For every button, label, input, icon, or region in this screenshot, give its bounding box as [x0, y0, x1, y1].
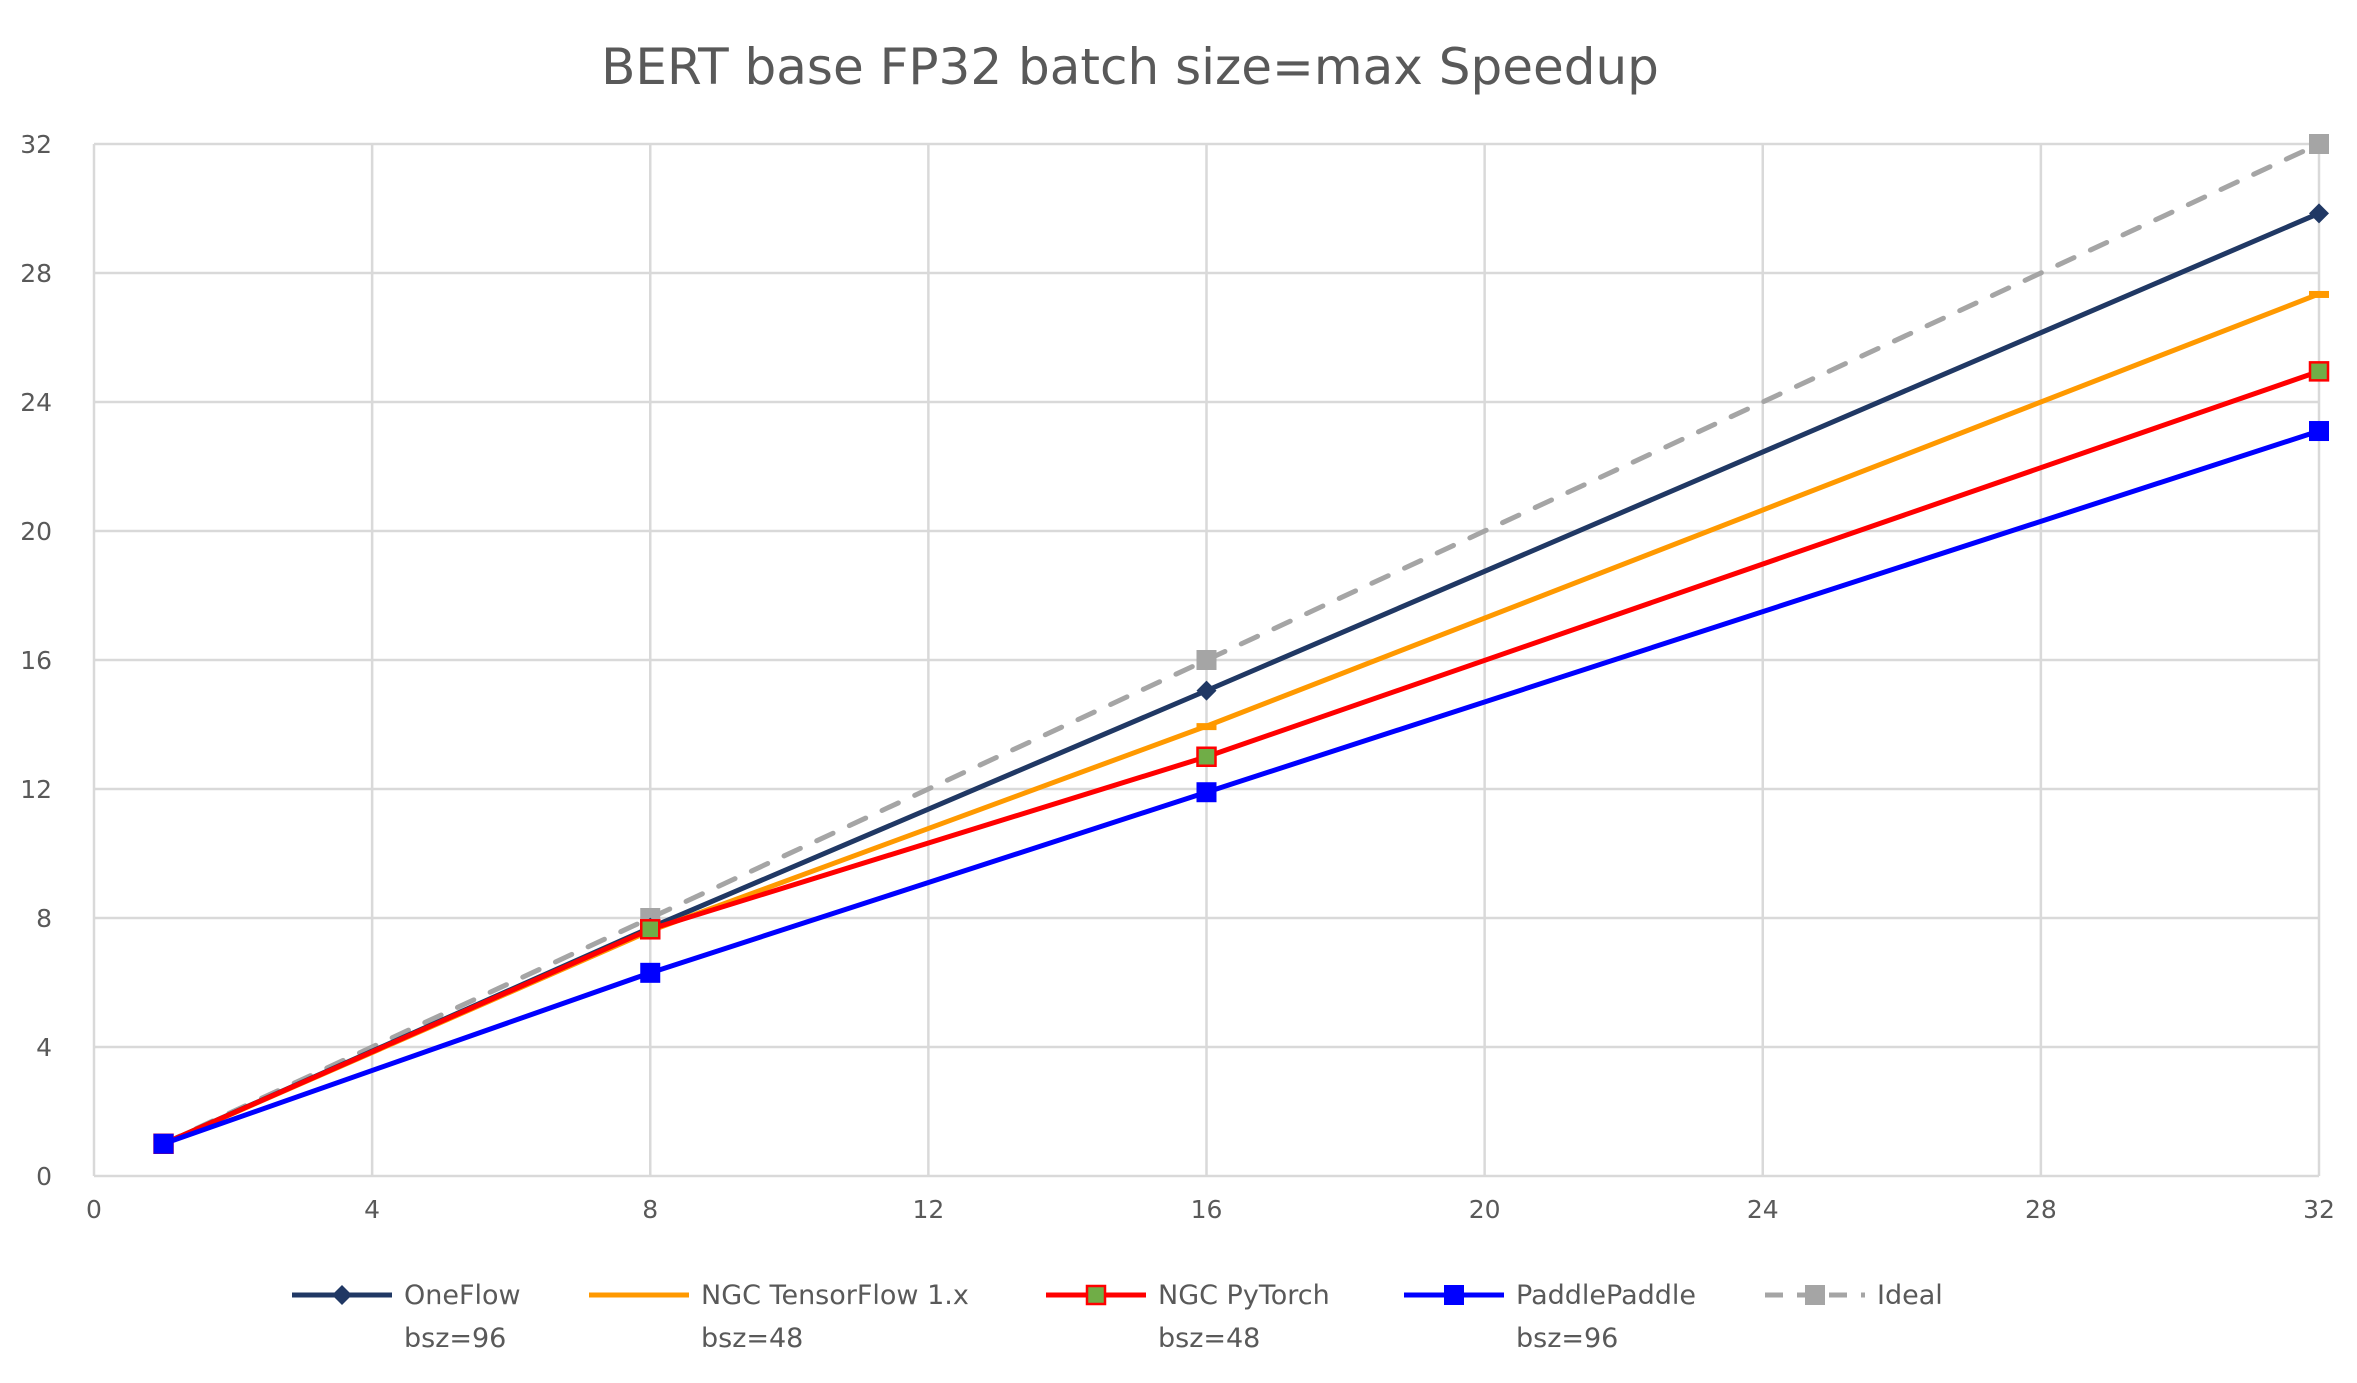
x-tick-label: 24 [1747, 1195, 1779, 1224]
series-line [161, 368, 2322, 1147]
legend-sublabel: bsz=96 [404, 1323, 506, 1354]
data-point-square [1805, 1285, 1825, 1305]
legend-label: NGC TensorFlow 1.x [701, 1280, 969, 1311]
chart-title: BERT base FP32 batch size=max Speedup [601, 38, 1659, 96]
data-point-square [1444, 1285, 1464, 1305]
series-line [161, 428, 2322, 1147]
series-line [161, 291, 2322, 1147]
y-tick-label: 32 [20, 130, 52, 159]
data-point-diamond [1196, 680, 1217, 701]
y-tick-label: 20 [20, 517, 52, 546]
x-tick-label: 0 [86, 1195, 102, 1224]
data-point-square [1196, 746, 1217, 767]
series-oneflow [153, 203, 2329, 1154]
x-tick-label: 28 [2025, 1195, 2057, 1224]
legend-item: PaddlePaddle bsz=96 [1404, 1280, 1696, 1354]
legend-label: Ideal [1877, 1280, 1943, 1311]
legend-sublabel: bsz=48 [701, 1323, 803, 1354]
data-point-square [2309, 134, 2329, 154]
y-axis-ticks: 0 4 8 12 16 20 24 28 32 [20, 130, 52, 1191]
legend-item: Ideal [1765, 1280, 1943, 1311]
legend-sublabel: bsz=96 [1516, 1323, 1618, 1354]
y-tick-label: 24 [20, 388, 52, 417]
data-point-square [1196, 650, 1217, 670]
series-ngc-tensorflow-1-x [153, 290, 2329, 1148]
data-point-dash [1196, 723, 1217, 731]
x-tick-label: 12 [912, 1195, 944, 1224]
data-point-square [2309, 421, 2329, 442]
y-tick-label: 16 [20, 646, 52, 675]
x-tick-label: 32 [2303, 1195, 2335, 1224]
legend-item: OneFlow bsz=96 [292, 1280, 521, 1354]
data-point-square [1196, 782, 1217, 803]
y-tick-label: 0 [36, 1162, 52, 1191]
y-tick-label: 12 [20, 775, 52, 804]
legend-label: PaddlePaddle [1516, 1280, 1696, 1311]
y-tick-label: 4 [36, 1033, 52, 1062]
data-point-square [640, 919, 661, 940]
series-line [161, 141, 2322, 1147]
series-paddlepaddle [153, 421, 2329, 1154]
legend-label: NGC PyTorch [1158, 1280, 1330, 1311]
data-point-diamond [2309, 203, 2329, 224]
x-tick-label: 16 [1191, 1195, 1223, 1224]
data-point-square [640, 962, 661, 983]
x-axis-ticks: 0 4 8 12 16 20 24 28 32 [86, 1195, 2335, 1224]
legend-item: NGC TensorFlow 1.x bsz=48 [589, 1280, 969, 1354]
data-point-square [2308, 361, 2330, 382]
series-layer [153, 134, 2330, 1154]
legend-sublabel: bsz=48 [1158, 1323, 1260, 1354]
legend-item: NGC PyTorch bsz=48 [1046, 1280, 1330, 1354]
x-tick-label: 4 [364, 1195, 380, 1224]
data-point-dash [2309, 290, 2329, 298]
data-point-square [1085, 1284, 1107, 1306]
y-tick-label: 8 [36, 904, 52, 933]
data-point-square [153, 1133, 174, 1154]
legend-label: OneFlow [404, 1280, 521, 1311]
data-point-diamond [332, 1285, 352, 1305]
x-tick-label: 20 [1469, 1195, 1501, 1224]
y-tick-label: 28 [20, 259, 52, 288]
x-tick-label: 8 [642, 1195, 658, 1224]
